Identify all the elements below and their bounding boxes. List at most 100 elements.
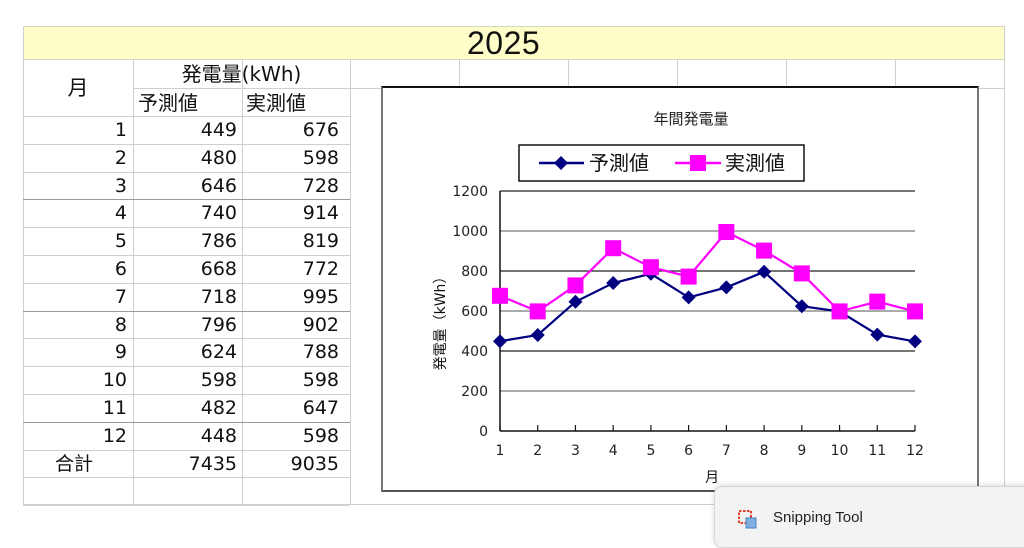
header-generation: 発電量(kWh) [181, 62, 302, 86]
x-tick-label: 6 [684, 443, 693, 459]
diamond-marker-icon[interactable] [681, 290, 696, 305]
header-month: 月 [67, 76, 89, 100]
cell-forecast[interactable]: 740 [200, 202, 237, 224]
square-marker-icon[interactable] [642, 259, 659, 276]
year-header-cell[interactable] [23, 26, 1005, 60]
cell-month[interactable]: 6 [114, 258, 127, 280]
cell-month[interactable]: 12 [102, 425, 127, 447]
cell-actual[interactable]: 598 [302, 425, 339, 447]
cell-actual[interactable]: 598 [302, 369, 339, 391]
y-tick-label: 600 [461, 304, 488, 320]
column-line [133, 60, 134, 504]
row-line [23, 505, 350, 506]
chart-area[interactable]: 年間発電量 予測値 実測値 0 200 400 600 800 1000 1200 1 2 3 4 5… [381, 86, 979, 492]
square-marker-icon[interactable] [718, 224, 735, 240]
row-line [23, 144, 350, 145]
cell-month[interactable]: 4 [114, 202, 127, 224]
cell-actual[interactable]: 914 [302, 202, 339, 224]
chart-legend[interactable]: 予測値 実測値 [518, 144, 805, 182]
cell-month[interactable]: 7 [114, 286, 127, 308]
x-tick-label: 4 [609, 443, 618, 459]
legend-actual-label: 実測値 [725, 151, 785, 175]
cell-total-actual[interactable]: 9035 [290, 453, 339, 475]
square-marker-icon[interactable] [680, 268, 697, 285]
legend-forecast-label: 予測値 [589, 151, 649, 175]
cell-total-forecast[interactable]: 7435 [188, 453, 237, 475]
cell-actual[interactable]: 819 [302, 230, 339, 252]
cell-forecast[interactable]: 598 [200, 369, 237, 391]
grid-border-bottom [23, 504, 1005, 505]
cell-forecast[interactable]: 718 [200, 286, 237, 308]
square-marker-icon[interactable] [567, 277, 584, 294]
column-line [786, 60, 787, 87]
snipping-tool-notification[interactable]: Snipping Tool [714, 486, 1024, 548]
square-marker-icon[interactable] [907, 303, 923, 320]
cell-actual[interactable]: 647 [302, 397, 339, 419]
cell-forecast[interactable]: 448 [200, 425, 237, 447]
cell-month[interactable]: 8 [114, 314, 127, 336]
diamond-marker-icon[interactable] [719, 280, 734, 295]
x-tick-label: 9 [797, 443, 806, 459]
x-tick-label: 3 [571, 443, 580, 459]
cell-forecast[interactable]: 796 [200, 314, 237, 336]
header-actual: 実測値 [246, 91, 306, 115]
header-forecast: 予測値 [138, 91, 198, 115]
diamond-marker-icon[interactable] [794, 299, 809, 314]
row-line [23, 366, 350, 367]
diamond-marker-icon[interactable] [568, 294, 583, 309]
column-line [895, 60, 896, 87]
diamond-marker-icon[interactable] [908, 334, 922, 349]
column-line [350, 60, 351, 504]
cell-actual[interactable]: 598 [302, 147, 339, 169]
diamond-marker-icon [554, 156, 568, 170]
chart-title: 年間発電量 [653, 110, 728, 128]
row-line [23, 172, 350, 173]
square-marker-icon[interactable] [869, 293, 886, 310]
cell-forecast[interactable]: 482 [200, 397, 237, 419]
cell-month[interactable]: 3 [114, 175, 127, 197]
row-line [23, 116, 350, 117]
cell-actual[interactable]: 728 [302, 175, 339, 197]
snipping-tool-icon [738, 510, 757, 529]
grid-border-left [23, 26, 24, 504]
cell-month[interactable]: 11 [102, 397, 127, 419]
square-marker-icon[interactable] [793, 265, 810, 282]
diamond-marker-icon[interactable] [757, 264, 772, 279]
square-marker-icon[interactable] [756, 242, 773, 259]
diamond-marker-icon[interactable] [870, 327, 885, 342]
cell-month[interactable]: 10 [102, 369, 127, 391]
diamond-marker-icon[interactable] [530, 328, 545, 342]
column-line [677, 60, 678, 87]
row-line [23, 283, 350, 284]
cell-month[interactable]: 9 [114, 341, 127, 363]
cell-month[interactable]: 1 [114, 119, 127, 141]
cell-forecast[interactable]: 646 [200, 175, 237, 197]
cell-month[interactable]: 2 [114, 147, 127, 169]
x-tick-label: 2 [533, 443, 542, 459]
row-line [23, 450, 350, 451]
square-marker-icon[interactable] [831, 303, 848, 320]
cell-actual[interactable]: 995 [302, 286, 339, 308]
cell-forecast[interactable]: 449 [200, 119, 237, 141]
x-tick-label: 5 [646, 443, 655, 459]
cell-forecast[interactable]: 668 [200, 258, 237, 280]
y-axis-label: 発電量（kWh） [433, 270, 449, 371]
cell-forecast[interactable]: 624 [200, 341, 237, 363]
series-line-1 [499, 230, 916, 313]
cell-total-label[interactable]: 合計 [55, 453, 94, 475]
diamond-marker-icon[interactable] [606, 276, 621, 290]
square-marker-icon [690, 155, 706, 171]
cell-actual[interactable]: 902 [302, 314, 339, 336]
diamond-marker-icon[interactable] [493, 334, 507, 349]
cell-forecast[interactable]: 480 [200, 147, 237, 169]
cell-actual[interactable]: 676 [302, 119, 339, 141]
square-marker-icon[interactable] [529, 303, 546, 320]
cell-forecast[interactable]: 786 [200, 230, 237, 252]
cell-month[interactable]: 5 [114, 230, 127, 252]
square-marker-icon[interactable] [492, 287, 508, 304]
row-line [23, 311, 350, 312]
y-tick-label: 1000 [452, 224, 488, 240]
square-marker-icon[interactable] [605, 240, 622, 257]
cell-actual[interactable]: 788 [302, 341, 339, 363]
cell-actual[interactable]: 772 [302, 258, 339, 280]
